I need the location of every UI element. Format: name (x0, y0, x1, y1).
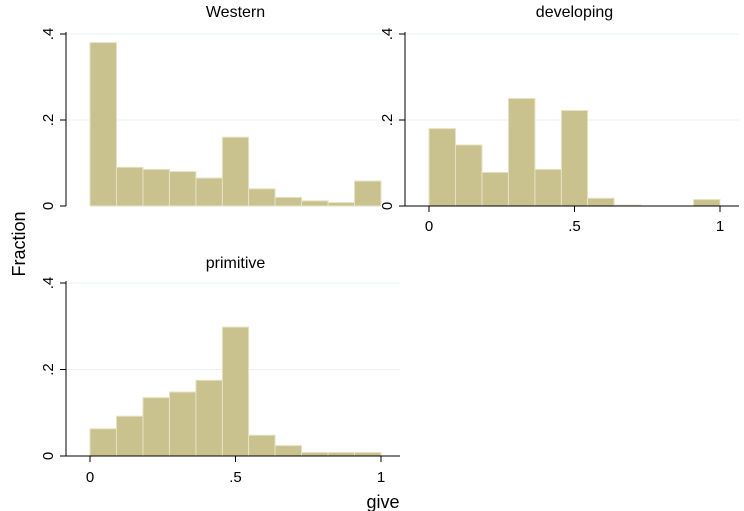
histogram-bar (168, 391, 197, 457)
y-tick-label: 0 (40, 202, 57, 210)
histogram-bar (274, 196, 303, 207)
x-axis-title: give (366, 492, 399, 511)
histogram-bar (354, 452, 382, 457)
histogram-bar (534, 168, 562, 207)
histogram-bar (89, 428, 117, 457)
histogram-bar (560, 110, 589, 207)
histogram-bar (587, 197, 615, 207)
panel-title: Western (206, 4, 265, 21)
histogram-bar (115, 415, 144, 457)
y-tick-label: .4 (40, 277, 57, 290)
y-tick-label: 0 (379, 202, 396, 210)
y-tick-label: .4 (379, 28, 396, 41)
y-tick-label: .2 (379, 114, 396, 127)
histogram-bar (142, 397, 170, 457)
histogram-bar (221, 136, 250, 207)
histogram-bar (89, 42, 117, 207)
histogram-bar (142, 168, 170, 207)
y-tick-label: .2 (40, 363, 57, 376)
histogram-bar (428, 128, 456, 207)
panels-group: 0 .2 .4 Western 0 .2 .4 0 .5 1 developing 0 .2 .4 0 .5 1… (40, 4, 739, 486)
x-tick-label: 1 (377, 469, 385, 486)
histogram-bar (354, 180, 382, 207)
histogram-bar (221, 326, 250, 457)
x-tick-label: .5 (229, 469, 242, 486)
x-tick-label: .5 (568, 218, 581, 235)
histogram-bar (327, 452, 356, 457)
histogram-bar (301, 452, 329, 457)
panel-0: 0 .2 .4 Western (40, 4, 400, 210)
x-tick-label: 0 (425, 218, 433, 235)
histogram-bar (168, 171, 197, 207)
panel-1: 0 .2 .4 0 .5 1 developing (379, 4, 739, 235)
panel-title: primitive (206, 255, 266, 272)
histogram-bar (693, 199, 721, 207)
panel-title: developing (536, 4, 613, 21)
panel-2: 0 .2 .4 0 .5 1 primitive (40, 255, 400, 486)
histogram-bar (507, 98, 536, 207)
x-tick-label: 1 (716, 218, 724, 235)
y-tick-label: .4 (40, 28, 57, 41)
histogram-bar (115, 166, 144, 207)
x-tick-label: 0 (86, 469, 94, 486)
histogram-bar (248, 434, 276, 457)
histogram-bar (454, 144, 483, 207)
histogram-bar (274, 445, 303, 457)
y-axis-title: Fraction (9, 211, 29, 276)
histogram-bar (195, 379, 223, 457)
histogram-bar (327, 202, 356, 207)
histogram-bar (481, 171, 509, 207)
histogram-bar (195, 177, 223, 207)
histogram-bar (248, 188, 276, 207)
histogram-bar (301, 200, 329, 207)
y-tick-label: 0 (40, 452, 57, 460)
y-tick-label: .2 (40, 114, 57, 127)
